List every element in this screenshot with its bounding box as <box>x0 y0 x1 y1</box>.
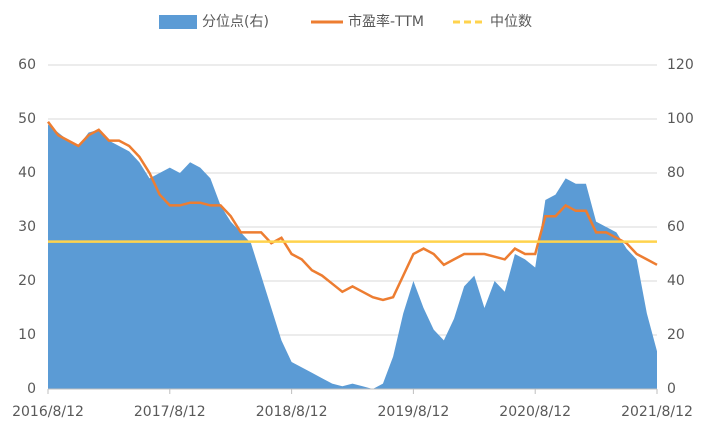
y-tick-label: 10 <box>18 327 36 343</box>
x-tick-label: 2017/8/12 <box>134 404 206 420</box>
x-tick-label: 2019/8/12 <box>378 404 450 420</box>
legend-swatch <box>159 15 197 29</box>
legend-label: 分位点(右) <box>202 14 269 30</box>
percentile-area <box>48 124 657 390</box>
y-tick-label: 50 <box>18 111 36 127</box>
y2-tick-label: 120 <box>667 57 694 73</box>
y2-tick-label: 0 <box>667 381 676 397</box>
x-tick-label: 2016/8/12 <box>12 404 84 420</box>
y2-tick-label: 40 <box>667 273 685 289</box>
y-tick-label: 40 <box>18 165 36 181</box>
y2-tick-label: 80 <box>667 165 685 181</box>
y-tick-label: 60 <box>18 57 36 73</box>
y-tick-label: 30 <box>18 219 36 235</box>
x-tick-label: 2020/8/12 <box>499 404 571 420</box>
legend-label: 中位数 <box>490 14 532 30</box>
x-tick-label: 2018/8/12 <box>256 404 328 420</box>
legend-label: 市盈率-TTM <box>348 13 424 30</box>
x-tick-label: 2021/8/12 <box>621 404 693 420</box>
pe-line <box>47 120 658 302</box>
y-tick-label: 0 <box>27 381 36 397</box>
y-tick-label: 20 <box>18 273 36 289</box>
y2-tick-label: 20 <box>667 327 685 343</box>
y2-tick-label: 60 <box>667 219 685 235</box>
y2-tick-label: 100 <box>667 111 694 127</box>
